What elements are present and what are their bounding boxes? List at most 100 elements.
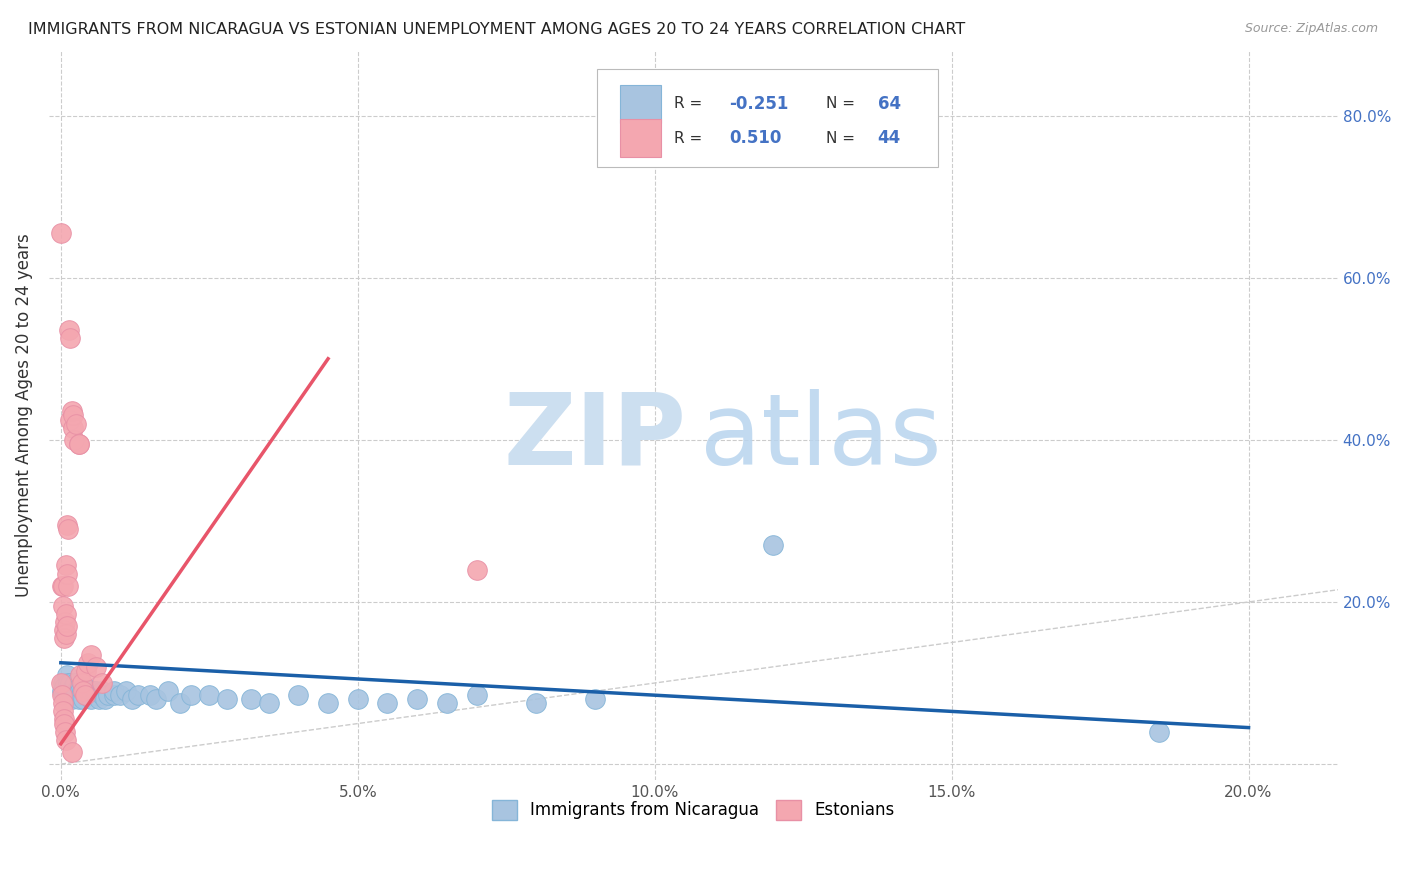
Point bbox=[79, 692, 101, 706]
Point bbox=[51, 688, 73, 702]
Point bbox=[56, 684, 79, 698]
Point bbox=[51, 676, 73, 690]
Point bbox=[65, 688, 87, 702]
Point bbox=[70, 688, 93, 702]
Point bbox=[53, 716, 76, 731]
Point bbox=[1149, 724, 1171, 739]
Point bbox=[239, 692, 262, 706]
Point bbox=[83, 684, 105, 698]
Point bbox=[76, 656, 98, 670]
Point bbox=[62, 688, 84, 702]
Point bbox=[52, 705, 75, 719]
Point bbox=[52, 713, 75, 727]
Point bbox=[62, 409, 84, 423]
Point bbox=[65, 684, 87, 698]
Point bbox=[79, 648, 101, 662]
Point bbox=[56, 517, 79, 532]
Point bbox=[56, 668, 79, 682]
Point bbox=[465, 688, 488, 702]
Point bbox=[73, 680, 96, 694]
FancyBboxPatch shape bbox=[596, 69, 938, 168]
Point bbox=[86, 688, 108, 702]
Point bbox=[75, 688, 97, 702]
Point bbox=[406, 692, 429, 706]
Point bbox=[762, 538, 785, 552]
Point bbox=[287, 688, 309, 702]
Point bbox=[58, 323, 80, 337]
Point bbox=[72, 684, 94, 698]
Point bbox=[121, 692, 143, 706]
Y-axis label: Unemployment Among Ages 20 to 24 years: Unemployment Among Ages 20 to 24 years bbox=[15, 234, 32, 598]
Point bbox=[72, 692, 94, 706]
Point bbox=[56, 522, 79, 536]
Point bbox=[56, 566, 79, 581]
FancyBboxPatch shape bbox=[620, 120, 661, 157]
Point bbox=[52, 696, 75, 710]
Point bbox=[53, 632, 76, 646]
Point bbox=[67, 437, 90, 451]
Point bbox=[63, 433, 86, 447]
Point bbox=[436, 696, 458, 710]
Point bbox=[60, 404, 83, 418]
Point bbox=[52, 624, 75, 638]
Point bbox=[55, 558, 77, 573]
Text: 64: 64 bbox=[877, 95, 901, 113]
Point bbox=[51, 579, 73, 593]
Point bbox=[53, 724, 76, 739]
Point bbox=[217, 692, 239, 706]
Legend: Immigrants from Nicaragua, Estonians: Immigrants from Nicaragua, Estonians bbox=[485, 793, 901, 827]
Point bbox=[60, 745, 83, 759]
Point bbox=[63, 684, 86, 698]
Point bbox=[56, 619, 79, 633]
Text: 0.510: 0.510 bbox=[730, 129, 782, 147]
FancyBboxPatch shape bbox=[620, 85, 661, 123]
Point bbox=[55, 607, 77, 621]
Point bbox=[52, 599, 75, 613]
Point bbox=[53, 680, 76, 694]
Point bbox=[86, 660, 108, 674]
Point bbox=[52, 688, 75, 702]
Text: IMMIGRANTS FROM NICARAGUA VS ESTONIAN UNEMPLOYMENT AMONG AGES 20 TO 24 YEARS COR: IMMIGRANTS FROM NICARAGUA VS ESTONIAN UN… bbox=[28, 22, 966, 37]
Text: 44: 44 bbox=[877, 129, 901, 147]
Point bbox=[79, 684, 101, 698]
Point bbox=[70, 676, 93, 690]
Point bbox=[59, 684, 82, 698]
Point bbox=[103, 688, 125, 702]
Point bbox=[67, 437, 90, 451]
Point bbox=[56, 676, 79, 690]
Point bbox=[91, 676, 114, 690]
Point bbox=[346, 692, 368, 706]
Point bbox=[51, 684, 73, 698]
Point bbox=[180, 688, 202, 702]
Point bbox=[69, 684, 91, 698]
Point bbox=[110, 688, 132, 702]
Point bbox=[52, 676, 75, 690]
Point bbox=[97, 688, 120, 702]
Point bbox=[73, 688, 96, 702]
Text: ZIP: ZIP bbox=[503, 389, 688, 486]
Text: R =: R = bbox=[673, 131, 707, 145]
Point bbox=[89, 692, 111, 706]
Point bbox=[59, 676, 82, 690]
Point bbox=[55, 692, 77, 706]
Point bbox=[51, 226, 73, 240]
Point bbox=[62, 420, 84, 434]
Point bbox=[465, 562, 488, 576]
Point bbox=[60, 692, 83, 706]
Point bbox=[198, 688, 221, 702]
Point bbox=[169, 696, 191, 710]
Point bbox=[52, 579, 75, 593]
Point bbox=[127, 688, 149, 702]
Text: -0.251: -0.251 bbox=[730, 95, 789, 113]
Point bbox=[53, 615, 76, 630]
Point bbox=[139, 688, 162, 702]
Point bbox=[69, 668, 91, 682]
Point bbox=[145, 692, 167, 706]
Point bbox=[67, 692, 90, 706]
Point bbox=[56, 579, 79, 593]
Text: N =: N = bbox=[827, 131, 860, 145]
Text: R =: R = bbox=[673, 96, 707, 112]
Point bbox=[94, 692, 117, 706]
Point bbox=[91, 688, 114, 702]
Point bbox=[316, 696, 339, 710]
